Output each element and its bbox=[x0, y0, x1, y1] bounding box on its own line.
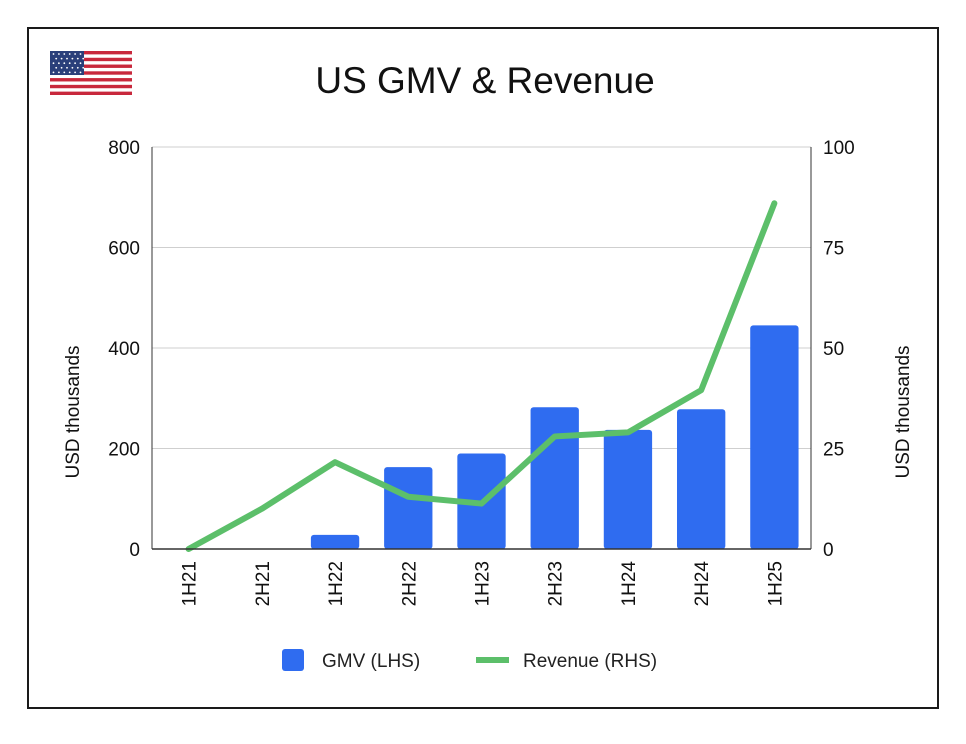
x-tick-label: 1H22 bbox=[326, 561, 347, 606]
x-tick-label: 1H21 bbox=[180, 561, 201, 606]
bar-series bbox=[310, 325, 799, 549]
flag-star bbox=[63, 62, 66, 65]
axes bbox=[151, 147, 812, 550]
x-tick-label: 1H24 bbox=[619, 561, 640, 607]
left-axis-ticks: 0 200 400 600 800 bbox=[108, 138, 140, 561]
right-axis-label: USD thousands bbox=[893, 345, 914, 478]
flag-stripe bbox=[50, 84, 132, 89]
legend-label-gmv: GMV (LHS) bbox=[322, 651, 420, 672]
us-flag-icon bbox=[50, 51, 132, 95]
flag-star bbox=[58, 62, 60, 65]
flag-star bbox=[52, 62, 55, 65]
flag-star bbox=[79, 62, 82, 65]
legend: GMV (LHS) Revenue (RHS) bbox=[282, 649, 657, 672]
flag-star bbox=[71, 66, 74, 69]
flag-star bbox=[68, 71, 71, 74]
right-tick-label: 0 bbox=[823, 540, 834, 561]
flag-star bbox=[55, 57, 58, 60]
flag-stripe bbox=[50, 57, 132, 62]
right-tick-label: 75 bbox=[823, 239, 844, 260]
flag-star bbox=[79, 53, 82, 55]
flag-stripe bbox=[50, 91, 132, 95]
flag-star bbox=[52, 53, 55, 55]
x-tick-label: 2H21 bbox=[253, 561, 274, 606]
chart: US GMV & Revenue 0 200 400 600 800 0 25 50 75 10… bbox=[50, 51, 914, 672]
flag-star bbox=[66, 57, 68, 60]
x-axis-ticks: 1H21 2H21 1H22 2H22 1H23 2H23 1H24 2H24 1H25 bbox=[180, 561, 787, 607]
right-tick-label: 100 bbox=[823, 138, 855, 159]
right-tick-label: 25 bbox=[823, 440, 844, 461]
flag-star bbox=[63, 53, 66, 55]
flag-star bbox=[58, 53, 60, 55]
right-tick-label: 50 bbox=[823, 339, 844, 360]
flag-star bbox=[52, 71, 55, 74]
line-series bbox=[185, 200, 778, 552]
legend-label-revenue: Revenue (RHS) bbox=[523, 651, 657, 672]
flag-star bbox=[79, 71, 82, 74]
chart-frame: US GMV & Revenue 0 200 400 600 800 0 25 50 75 10… bbox=[27, 27, 939, 709]
flag-star bbox=[76, 57, 79, 60]
chart-title: US GMV & Revenue bbox=[315, 60, 654, 101]
x-tick-label: 2H23 bbox=[546, 561, 567, 606]
left-tick-label: 400 bbox=[108, 339, 140, 360]
flag-star bbox=[60, 57, 63, 60]
flag-stripe bbox=[50, 51, 132, 55]
flag-star bbox=[58, 71, 60, 74]
x-tick-label: 1H23 bbox=[473, 561, 494, 606]
legend-swatch-gmv bbox=[282, 649, 304, 671]
flag-star bbox=[82, 57, 85, 60]
flag-star bbox=[60, 66, 63, 69]
left-tick-label: 800 bbox=[108, 138, 140, 159]
left-tick-label: 600 bbox=[108, 239, 140, 260]
gridlines bbox=[152, 146, 811, 449]
bar-gmv-2H24 bbox=[677, 409, 726, 549]
left-axis-label: USD thousands bbox=[63, 345, 84, 478]
bar-gmv-2H23 bbox=[530, 407, 579, 549]
bar-gmv-1H22 bbox=[310, 534, 360, 549]
right-axis-ticks: 0 25 50 75 100 bbox=[823, 138, 855, 561]
flag-stripe bbox=[50, 78, 132, 82]
flag-star bbox=[74, 53, 76, 55]
bar-gmv-2H22 bbox=[384, 467, 433, 549]
bar-gmv-1H24 bbox=[603, 429, 653, 549]
left-tick-label: 200 bbox=[108, 440, 140, 461]
flag-star bbox=[66, 66, 68, 69]
x-tick-label: 2H24 bbox=[692, 561, 713, 607]
flag-stripe bbox=[50, 71, 132, 75]
left-tick-label: 0 bbox=[129, 540, 140, 561]
bar-gmv-1H25 bbox=[750, 325, 799, 549]
flag-star bbox=[74, 62, 76, 65]
flag-stripe bbox=[50, 64, 132, 68]
flag-star bbox=[68, 62, 71, 65]
flag-star bbox=[71, 57, 74, 60]
flag-star bbox=[82, 66, 85, 69]
flag-star bbox=[74, 71, 76, 74]
flag-star bbox=[55, 66, 58, 69]
x-tick-label: 1H25 bbox=[765, 561, 786, 606]
flag-star bbox=[68, 53, 71, 55]
flag-star bbox=[76, 66, 79, 69]
line-revenue bbox=[185, 200, 778, 552]
flag-star bbox=[63, 71, 66, 74]
x-tick-label: 2H22 bbox=[399, 561, 420, 606]
